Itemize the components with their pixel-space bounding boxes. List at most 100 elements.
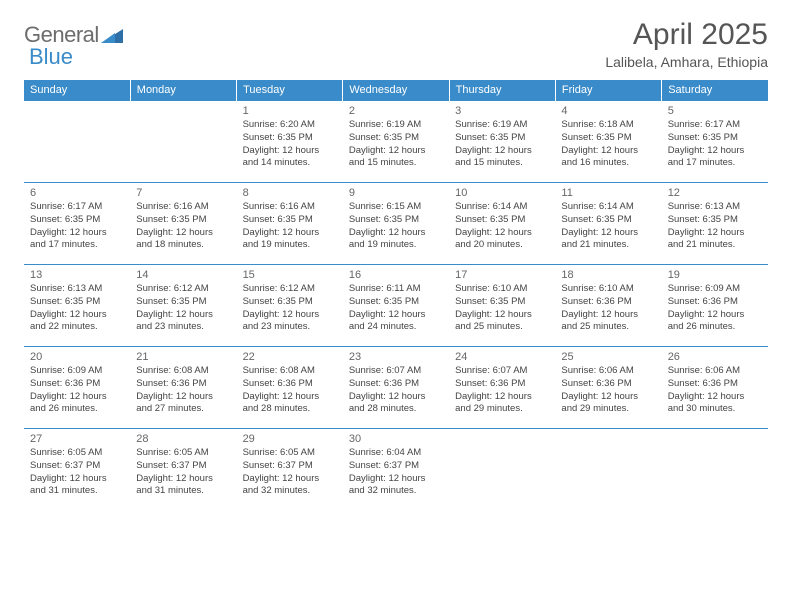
calendar-cell: 3 Sunrise: 6:19 AMSunset: 6:35 PMDaylight… xyxy=(449,101,555,183)
calendar-cell xyxy=(662,429,768,511)
day-details: Sunrise: 6:08 AMSunset: 6:36 PMDaylight:… xyxy=(136,365,230,416)
calendar-row: 1 Sunrise: 6:20 AMSunset: 6:35 PMDaylight… xyxy=(24,101,768,183)
day-number: 5 xyxy=(668,105,762,117)
day-number: 7 xyxy=(136,187,230,199)
day-number: 23 xyxy=(349,351,443,363)
calendar-cell: 5 Sunrise: 6:17 AMSunset: 6:35 PMDaylight… xyxy=(662,101,768,183)
dayhead-tue: Tuesday xyxy=(237,80,343,101)
calendar-cell: 29 Sunrise: 6:05 AMSunset: 6:37 PMDayligh… xyxy=(237,429,343,511)
calendar-cell: 25Sunrise: 6:06 AMSunset: 6:36 PMDayligh… xyxy=(555,347,661,429)
day-details: Sunrise: 6:13 AMSunset: 6:35 PMDaylight:… xyxy=(668,201,762,252)
day-number: 11 xyxy=(561,187,655,199)
day-number: 18 xyxy=(561,269,655,281)
calendar-cell: 20 Sunrise: 6:09 AMSunset: 6:36 PMDayligh… xyxy=(24,347,130,429)
day-number: 4 xyxy=(561,105,655,117)
header: General April 2025 Lalibela, Amhara, Eth… xyxy=(24,18,768,74)
day-number: 1 xyxy=(243,105,337,117)
day-number: 30 xyxy=(349,433,443,445)
day-details: Sunrise: 6:14 AMSunset: 6:35 PMDaylight:… xyxy=(561,201,655,252)
day-details: Sunrise: 6:10 AMSunset: 6:36 PMDaylight:… xyxy=(561,283,655,334)
day-details: Sunrise: 6:20 AMSunset: 6:35 PMDaylight:… xyxy=(243,119,337,170)
day-details: Sunrise: 6:07 AMSunset: 6:36 PMDaylight:… xyxy=(455,365,549,416)
day-number: 10 xyxy=(455,187,549,199)
calendar-row: 20 Sunrise: 6:09 AMSunset: 6:36 PMDayligh… xyxy=(24,347,768,429)
calendar-cell: 18 Sunrise: 6:10 AMSunset: 6:36 PMDayligh… xyxy=(555,265,661,347)
day-details: Sunrise: 6:19 AMSunset: 6:35 PMDaylight:… xyxy=(349,119,443,170)
calendar-cell: 15 Sunrise: 6:12 AMSunset: 6:35 PMDayligh… xyxy=(237,265,343,347)
calendar-cell xyxy=(555,429,661,511)
calendar-cell: 12 Sunrise: 6:13 AMSunset: 6:35 PMDayligh… xyxy=(662,183,768,265)
day-number: 22 xyxy=(243,351,337,363)
day-number: 9 xyxy=(349,187,443,199)
day-number: 25 xyxy=(561,351,655,363)
day-details: Sunrise: 6:16 AMSunset: 6:35 PMDaylight:… xyxy=(243,201,337,252)
day-details: Sunrise: 6:17 AMSunset: 6:35 PMDaylight:… xyxy=(668,119,762,170)
day-number: 20 xyxy=(30,351,124,363)
calendar-cell: 17 Sunrise: 6:10 AMSunset: 6:35 PMDayligh… xyxy=(449,265,555,347)
day-number: 17 xyxy=(455,269,549,281)
day-number: 27 xyxy=(30,433,124,445)
logo-triangle-icon xyxy=(101,25,123,46)
day-details: Sunrise: 6:17 AMSunset: 6:35 PMDaylight:… xyxy=(30,201,124,252)
day-details: Sunrise: 6:05 AMSunset: 6:37 PMDaylight:… xyxy=(243,447,337,498)
calendar-cell xyxy=(24,101,130,183)
page-title: April 2025 xyxy=(605,18,768,52)
day-details: Sunrise: 6:08 AMSunset: 6:36 PMDaylight:… xyxy=(243,365,337,416)
calendar-cell: 9Sunrise: 6:15 AMSunset: 6:35 PMDaylight… xyxy=(343,183,449,265)
calendar-cell: 11 Sunrise: 6:14 AMSunset: 6:35 PMDayligh… xyxy=(555,183,661,265)
dayhead-fri: Friday xyxy=(555,80,661,101)
day-number: 14 xyxy=(136,269,230,281)
day-number: 6 xyxy=(30,187,124,199)
day-number: 8 xyxy=(243,187,337,199)
title-block: April 2025 Lalibela, Amhara, Ethiopia xyxy=(605,18,768,74)
calendar-cell: 7Sunrise: 6:16 AMSunset: 6:35 PMDaylight… xyxy=(130,183,236,265)
page-subtitle: Lalibela, Amhara, Ethiopia xyxy=(605,54,768,70)
calendar-cell: 23 Sunrise: 6:07 AMSunset: 6:36 PMDayligh… xyxy=(343,347,449,429)
day-details: Sunrise: 6:12 AMSunset: 6:35 PMDaylight:… xyxy=(136,283,230,334)
day-number: 2 xyxy=(349,105,443,117)
day-number: 29 xyxy=(243,433,337,445)
calendar-cell: 10 Sunrise: 6:14 AMSunset: 6:35 PMDayligh… xyxy=(449,183,555,265)
dayhead-wed: Wednesday xyxy=(343,80,449,101)
calendar-cell: 1 Sunrise: 6:20 AMSunset: 6:35 PMDaylight… xyxy=(237,101,343,183)
calendar-cell: 13 Sunrise: 6:13 AMSunset: 6:35 PMDayligh… xyxy=(24,265,130,347)
day-details: Sunrise: 6:18 AMSunset: 6:35 PMDaylight:… xyxy=(561,119,655,170)
day-details: Sunrise: 6:04 AMSunset: 6:37 PMDaylight:… xyxy=(349,447,443,498)
calendar-cell: 28 Sunrise: 6:05 AMSunset: 6:37 PMDayligh… xyxy=(130,429,236,511)
day-number: 26 xyxy=(668,351,762,363)
day-details: Sunrise: 6:12 AMSunset: 6:35 PMDaylight:… xyxy=(243,283,337,334)
calendar-cell: 19 Sunrise: 6:09 AMSunset: 6:36 PMDayligh… xyxy=(662,265,768,347)
day-number: 13 xyxy=(30,269,124,281)
day-details: Sunrise: 6:13 AMSunset: 6:35 PMDaylight:… xyxy=(30,283,124,334)
dayhead-thu: Thursday xyxy=(449,80,555,101)
day-details: Sunrise: 6:14 AMSunset: 6:35 PMDaylight:… xyxy=(455,201,549,252)
calendar-header-row: Sunday Monday Tuesday Wednesday Thursday… xyxy=(24,80,768,101)
day-details: Sunrise: 6:06 AMSunset: 6:36 PMDaylight:… xyxy=(668,365,762,416)
day-details: Sunrise: 6:05 AMSunset: 6:37 PMDaylight:… xyxy=(30,447,124,498)
day-number: 15 xyxy=(243,269,337,281)
calendar-cell: 30 Sunrise: 6:04 AMSunset: 6:37 PMDayligh… xyxy=(343,429,449,511)
day-number: 16 xyxy=(349,269,443,281)
day-details: Sunrise: 6:07 AMSunset: 6:36 PMDaylight:… xyxy=(349,365,443,416)
day-number: 3 xyxy=(455,105,549,117)
calendar-cell: 16 Sunrise: 6:11 AMSunset: 6:35 PMDayligh… xyxy=(343,265,449,347)
day-details: Sunrise: 6:10 AMSunset: 6:35 PMDaylight:… xyxy=(455,283,549,334)
dayhead-sun: Sunday xyxy=(24,80,130,101)
day-number: 12 xyxy=(668,187,762,199)
calendar-cell: 2 Sunrise: 6:19 AMSunset: 6:35 PMDaylight… xyxy=(343,101,449,183)
day-details: Sunrise: 6:09 AMSunset: 6:36 PMDaylight:… xyxy=(30,365,124,416)
day-number: 24 xyxy=(455,351,549,363)
calendar-cell: 21Sunrise: 6:08 AMSunset: 6:36 PMDayligh… xyxy=(130,347,236,429)
calendar-row: 13 Sunrise: 6:13 AMSunset: 6:35 PMDayligh… xyxy=(24,265,768,347)
day-details: Sunrise: 6:19 AMSunset: 6:35 PMDaylight:… xyxy=(455,119,549,170)
calendar-cell: 4 Sunrise: 6:18 AMSunset: 6:35 PMDaylight… xyxy=(555,101,661,183)
brand-right: Blue xyxy=(29,44,73,70)
dayhead-mon: Monday xyxy=(130,80,236,101)
day-number: 19 xyxy=(668,269,762,281)
day-details: Sunrise: 6:05 AMSunset: 6:37 PMDaylight:… xyxy=(136,447,230,498)
calendar-cell xyxy=(130,101,236,183)
day-number: 28 xyxy=(136,433,230,445)
day-details: Sunrise: 6:11 AMSunset: 6:35 PMDaylight:… xyxy=(349,283,443,334)
calendar-cell: 14 Sunrise: 6:12 AMSunset: 6:35 PMDayligh… xyxy=(130,265,236,347)
day-details: Sunrise: 6:09 AMSunset: 6:36 PMDaylight:… xyxy=(668,283,762,334)
